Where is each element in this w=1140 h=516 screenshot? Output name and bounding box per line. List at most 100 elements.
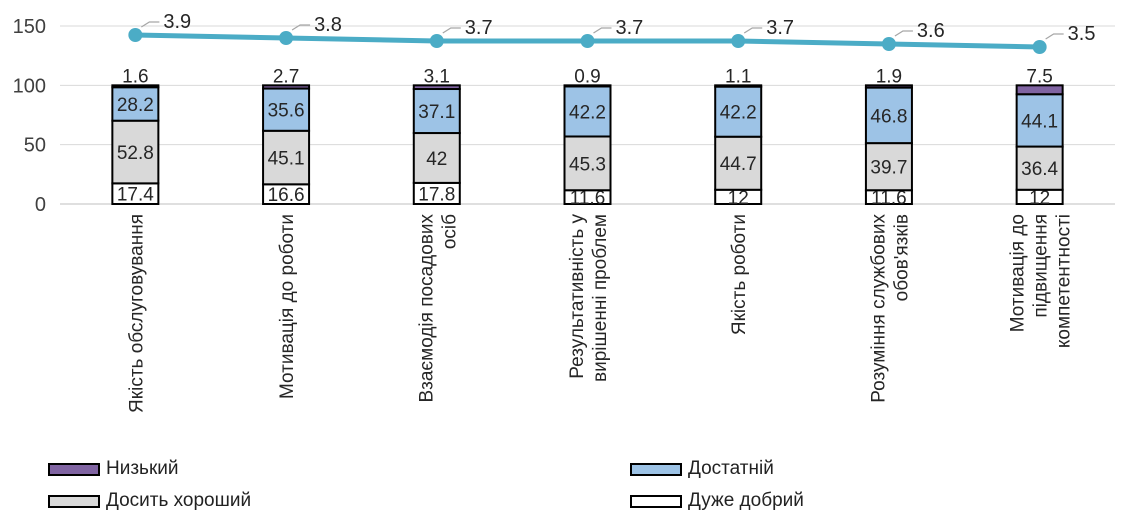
x-category-line-5-0: Розуміння службових (868, 214, 889, 403)
y-tick-label-0: 0 (35, 194, 46, 216)
x-category-line-3-1: вирішенні проблем (590, 214, 611, 382)
legend-item-low: Низький (48, 458, 178, 480)
x-category-line-6-0: Мотивація до (1008, 214, 1029, 332)
data-label-3-1: 2.7 (273, 66, 299, 87)
bar-seg-1-0 (111, 119, 160, 185)
legend-label-low: Низький (106, 458, 179, 479)
bar-seg-2-6 (1015, 93, 1064, 148)
data-label-0-2: 17.8 (418, 184, 455, 205)
legend-swatch-very-good (630, 494, 682, 508)
bar-seg-3-0 (111, 84, 160, 89)
y-tick-label-150: 150 (13, 16, 46, 38)
x-category-line-5-1: обов'язків (891, 214, 912, 301)
data-label-1-3: 45.3 (569, 154, 606, 175)
line-point-2 (429, 34, 444, 48)
bar-seg-3-2 (412, 84, 461, 91)
data-label-1-4: 44.7 (720, 154, 757, 175)
data-label-2-1: 35.6 (268, 101, 305, 122)
bar-seg-2-4 (714, 85, 763, 138)
line-label-4: 3.7 (766, 17, 794, 39)
line-label-2: 3.7 (465, 17, 493, 39)
x-category-label-2: Взаємодія посадових осіб (416, 214, 460, 403)
data-label-3-4: 1.1 (725, 66, 751, 87)
data-label-0-6: 12 (1029, 188, 1050, 209)
x-category-label-3: Результативність у вирішенні проблем (567, 214, 611, 382)
x-category-label-1: Мотивація до роботи (277, 214, 298, 399)
legend-item-very-good: Дуже добрий (630, 490, 804, 512)
data-label-2-0: 28.2 (117, 95, 154, 116)
x-category-line-4-0: Якість роботи (729, 214, 750, 335)
bar-seg-2-1 (262, 87, 311, 132)
x-category-line-2-1: осіб (439, 214, 460, 249)
data-label-0-4: 12 (728, 188, 749, 209)
line-label-leader-5 (894, 30, 913, 37)
x-category-line-2-0: Взаємодія посадових (416, 214, 437, 403)
bar-seg-2-5 (864, 86, 913, 145)
bar-seg-2-2 (412, 88, 461, 135)
legend-swatch-fairly-good (48, 494, 100, 508)
data-label-3-0: 1.6 (122, 66, 148, 87)
bar-seg-2-3 (563, 85, 612, 138)
data-label-0-0: 17.4 (117, 185, 154, 206)
data-label-2-6: 44.1 (1021, 111, 1058, 132)
bar-seg-3-6 (1015, 84, 1064, 96)
data-label-1-1: 45.1 (268, 149, 305, 170)
line-label-1: 3.8 (314, 14, 342, 36)
line-point-0 (128, 28, 143, 42)
bar-seg-1-2 (412, 132, 461, 184)
data-label-0-3: 11.6 (570, 188, 606, 209)
line-point-5 (881, 37, 896, 51)
x-category-line-6-1: підвищення (1031, 214, 1052, 318)
x-category-line-0-0: Якість обслуговування (126, 214, 147, 413)
x-category-label-0: Якість обслуговування (126, 214, 147, 413)
data-label-1-2: 42 (426, 149, 447, 170)
x-category-label-4: Якість роботи (729, 214, 750, 335)
data-label-0-5: 11.6 (871, 188, 907, 209)
line-label-6: 3.5 (1068, 23, 1096, 45)
data-label-3-2: 3.1 (424, 66, 450, 87)
line-point-4 (731, 34, 746, 48)
data-label-2-3: 42.2 (569, 102, 606, 123)
data-label-2-4: 42.2 (720, 103, 757, 124)
data-label-1-0: 52.8 (117, 143, 154, 164)
legend-swatch-sufficient (630, 462, 682, 476)
data-label-1-5: 39.7 (870, 158, 907, 179)
x-category-label-6: Мотивація до підвищення компетентності (1008, 214, 1075, 348)
line-label-leader-1 (291, 24, 311, 31)
x-category-line-3-0: Результативність у (567, 214, 588, 379)
line-label-leader-4 (743, 27, 763, 34)
legend-swatch-low (48, 462, 100, 476)
line-label-leader-2 (442, 27, 461, 34)
bar-seg-1-3 (563, 135, 612, 192)
x-category-line-1-0: Мотивація до роботи (277, 214, 298, 399)
bar-seg-2-0 (111, 86, 160, 122)
bar-seg-3-1 (262, 84, 311, 90)
line-point-6 (1032, 40, 1047, 54)
data-label-1-6: 36.4 (1021, 159, 1058, 180)
data-label-3-5: 1.9 (876, 66, 902, 87)
line-label-leader-6 (1045, 33, 1064, 40)
data-label-3-6: 7.5 (1026, 66, 1052, 87)
legend-label-sufficient: Достатній (688, 458, 774, 479)
data-label-0-1: 16.6 (268, 185, 305, 206)
legend-label-very-good: Дуже добрий (688, 490, 804, 511)
x-category-label-5: Розуміння службових обов'язків (868, 214, 912, 403)
bar-seg-3-3 (563, 84, 612, 88)
data-label-2-5: 46.8 (870, 106, 907, 127)
line-label-0: 3.9 (163, 11, 191, 33)
legend-item-sufficient: Достатній (630, 458, 774, 480)
data-label-2-2: 37.1 (418, 102, 455, 123)
line-label-5: 3.6 (917, 20, 945, 42)
line-point-1 (279, 31, 294, 45)
y-tick-label-50: 50 (24, 135, 46, 157)
data-label-3-3: 0.9 (574, 66, 600, 87)
bar-seg-3-4 (714, 84, 763, 88)
bar-seg-3-5 (864, 84, 913, 89)
line-label-leader-0 (141, 21, 160, 28)
bar-seg-1-5 (864, 142, 913, 192)
line-label-leader-3 (593, 27, 612, 34)
legend-label-fairly-good: Досить хороший (106, 490, 252, 511)
legend-item-fairly-good: Досить хороший (48, 490, 251, 512)
y-tick-label-100: 100 (13, 75, 46, 97)
